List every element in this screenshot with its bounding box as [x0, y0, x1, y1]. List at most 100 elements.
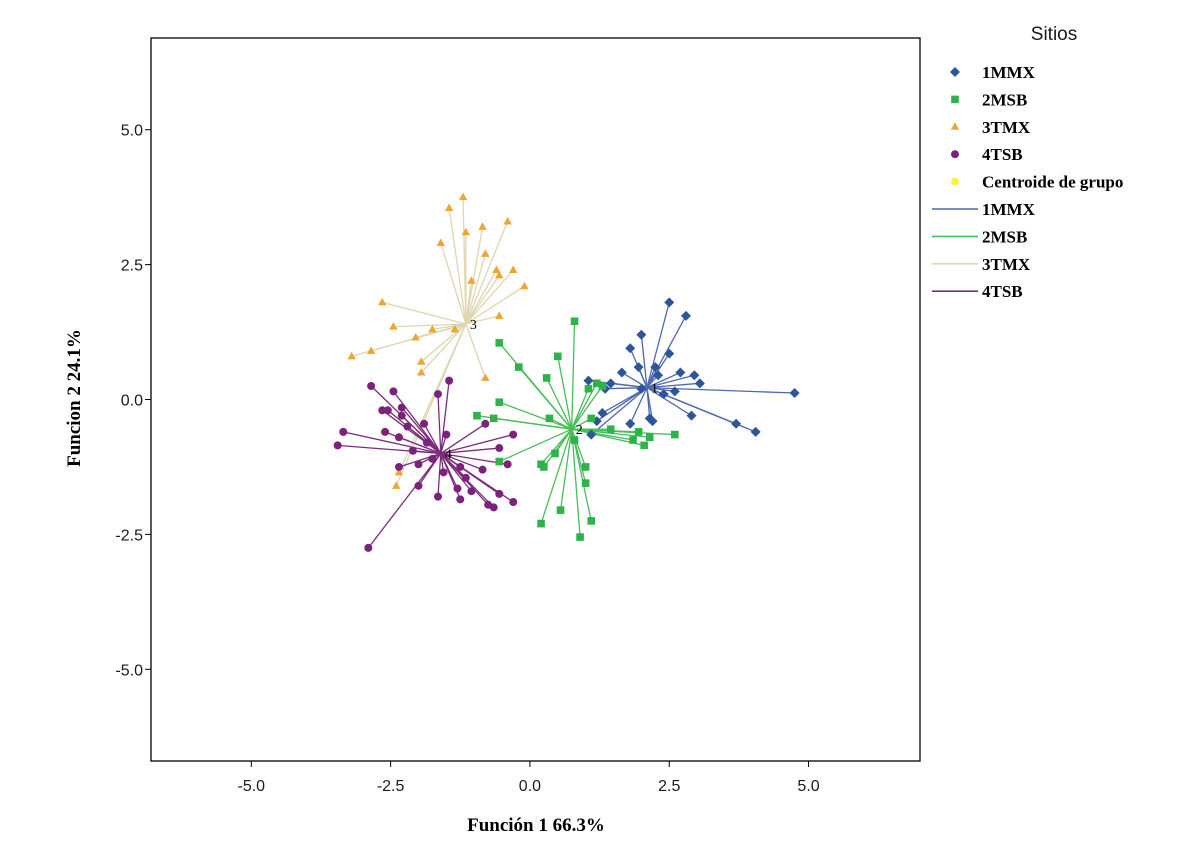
data-point-3TMX: [509, 265, 518, 274]
y-tick-label: -2.5: [115, 527, 143, 544]
data-point-2MSB: [570, 436, 579, 444]
spoke-line-4TSB: [440, 380, 450, 454]
spoke-line-3TMX: [382, 301, 467, 325]
data-point-2MSB: [587, 517, 596, 525]
spoke-line-3TMX: [448, 207, 467, 325]
data-point-1MMX: [636, 383, 647, 394]
data-point-4TSB: [495, 489, 504, 498]
legend-label: 2MSB: [982, 90, 1027, 109]
data-point-2MSB: [540, 463, 548, 471]
data-point-2MSB: [556, 506, 565, 514]
legend-label: 1MMX: [982, 200, 1036, 219]
data-point-4TSB: [367, 382, 376, 391]
plot-area-frame: [150, 37, 921, 762]
x-tick-label: 0.0: [519, 778, 541, 795]
spoke-line-1MMX: [646, 371, 681, 389]
data-point-3TMX: [450, 324, 459, 333]
spoke-line-3TMX: [420, 323, 467, 363]
spoke-line-1MMX: [646, 382, 700, 389]
spoke-line-4TSB: [440, 452, 483, 471]
spoke-line-4TSB: [440, 447, 500, 455]
data-point-2MSB: [537, 519, 545, 528]
data-point-4TSB: [403, 422, 412, 431]
y-tick-label: -5.0: [115, 662, 143, 679]
data-point-4TSB: [456, 462, 465, 471]
spoke-line-2MSB: [518, 366, 573, 430]
data-point-4TSB: [339, 427, 348, 436]
data-point-4TSB: [378, 406, 387, 415]
spoke-line-2MSB: [571, 429, 581, 538]
data-point-3TMX: [417, 368, 426, 376]
data-point-4TSB: [433, 492, 442, 501]
data-point-4TSB: [389, 387, 398, 396]
data-point-1MMX: [669, 386, 680, 397]
data-point-1MMX: [625, 418, 636, 429]
data-point-4TSB: [408, 446, 417, 455]
spoke-line-1MMX: [596, 387, 648, 422]
data-point-4TSB: [397, 403, 406, 412]
data-point-4TSB: [364, 543, 373, 552]
x-tick-label: -5.0: [238, 778, 266, 795]
data-point-3TMX: [481, 249, 490, 257]
data-point-3TMX: [503, 216, 512, 225]
data-point-2MSB: [570, 317, 579, 326]
centroid-label-4TSB: 4: [445, 447, 452, 462]
data-point-4TSB: [394, 433, 403, 442]
data-point-3TMX: [481, 373, 490, 381]
spoke-line-4TSB: [412, 450, 441, 455]
spoke-line-4TSB: [343, 431, 441, 455]
spoke-line-2MSB: [571, 321, 576, 430]
data-point-4TSB: [509, 498, 518, 507]
legend-items: 1MMX 2MSB 3TMX 4TSB Centroide de grupo 1MMX 2M…: [932, 63, 1123, 301]
data-point-4TSB: [489, 503, 498, 512]
data-point-4TSB: [333, 441, 342, 450]
spoke-line-3TMX: [465, 275, 500, 325]
data-point-1MMX: [616, 367, 627, 378]
legend-label: 4TSB: [982, 145, 1023, 164]
data-point-1MMX: [647, 416, 658, 427]
data-point-3TMX: [467, 276, 476, 284]
spoke-line-1MMX: [640, 334, 648, 388]
data-point-3TMX: [394, 467, 404, 476]
spoke-line-2MSB: [571, 385, 603, 430]
legend-label: 4TSB: [982, 282, 1023, 301]
data-point-1MMX: [658, 389, 669, 400]
data-point-1MMX: [664, 348, 675, 359]
spoke-line-2MSB: [571, 428, 675, 436]
centroid-label-2MSB: 2: [576, 423, 583, 438]
spoke-line-2MSB: [571, 428, 634, 441]
data-point-1MMX: [586, 429, 597, 440]
data-point-2MSB: [551, 449, 559, 458]
data-point-1MMX: [597, 407, 608, 418]
data-point-4TSB: [397, 411, 406, 420]
spoke-line-2MSB: [540, 428, 573, 524]
data-point-2MSB: [645, 433, 654, 442]
data-point-3TMX: [389, 322, 398, 330]
spoke-line-3TMX: [393, 323, 466, 328]
data-point-2MSB: [598, 382, 607, 390]
data-point-4TSB: [394, 462, 403, 471]
data-point-4TSB: [478, 465, 487, 474]
spoke-line-4TSB: [440, 433, 514, 455]
data-point-3TMX: [391, 481, 401, 489]
data-point-2MSB: [542, 374, 551, 382]
data-point-3TMX: [495, 311, 504, 319]
data-point-1MMX: [633, 362, 644, 373]
data-point-1MMX: [625, 343, 636, 354]
y-axis-title: Funcion 2 24.1%: [64, 329, 85, 467]
spoke-line-1MMX: [646, 302, 670, 388]
data-point-4TSB: [422, 438, 431, 447]
data-point-4TSB: [481, 419, 490, 428]
data-point-3TMX: [492, 265, 501, 274]
data-point-4TSB: [439, 468, 448, 477]
spoke-line-4TSB: [440, 423, 486, 454]
spoke-line-4TSB: [367, 453, 442, 549]
data-point-3TMX: [428, 324, 437, 333]
spoke-line-2MSB: [571, 428, 650, 438]
x-tick-label: 5.0: [797, 778, 819, 795]
spoke-line-3TMX: [440, 242, 467, 325]
data-point-4TSB: [461, 473, 470, 482]
data-point-4TSB: [442, 430, 451, 439]
data-point-2MSB: [581, 463, 590, 471]
axis-ticks: -5.0 -2.5 0.0 2.5 5.0 -5.0 -2.5 0.0 2.5 5.0: [115, 123, 819, 795]
